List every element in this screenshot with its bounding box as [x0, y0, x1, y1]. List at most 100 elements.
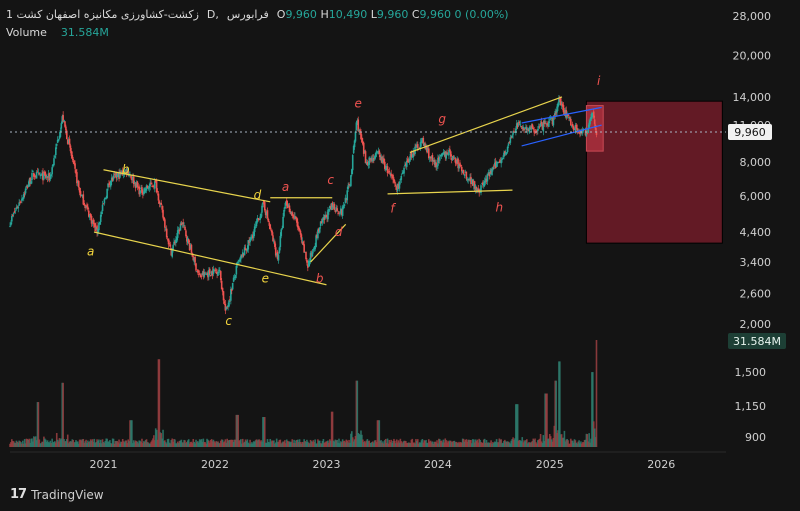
- candle-body: [450, 157, 453, 161]
- candle-body: [403, 167, 405, 174]
- candle-body: [331, 202, 334, 208]
- candle-body: [495, 162, 498, 168]
- volume-bar: [566, 439, 568, 447]
- candle-body: [542, 121, 545, 132]
- wave-label-c: c: [327, 173, 334, 187]
- brand-footer[interactable]: 17 TradingView: [10, 487, 104, 502]
- volume-bar: [13, 442, 16, 447]
- candle-body: [56, 139, 59, 143]
- symbol-title[interactable]: زکشت-کشاورزی مکانیزه اصفهان کشت 1: [6, 8, 199, 21]
- candle-body: [513, 131, 515, 133]
- volume-bar: [528, 442, 531, 447]
- candle-body: [296, 217, 298, 223]
- volume-bar: [570, 440, 573, 447]
- candle-body: [139, 190, 141, 194]
- volume-bar: [525, 440, 527, 447]
- candle-body: [184, 226, 186, 231]
- candle-body: [67, 140, 70, 143]
- volume-bar: [488, 442, 491, 447]
- volume-label[interactable]: Volume: [6, 26, 47, 39]
- volume-bar: [347, 442, 349, 447]
- candle-body: [39, 175, 42, 177]
- high-value: 10,490: [328, 8, 368, 21]
- volume-bar: [119, 443, 121, 447]
- candle-body: [173, 241, 175, 245]
- candle-body: [358, 129, 360, 132]
- candle-body: [48, 173, 51, 181]
- candle-body: [180, 223, 183, 226]
- volume-bar: [209, 440, 212, 447]
- candle-body: [586, 131, 589, 134]
- candle-body: [97, 228, 99, 234]
- volume-bar: [362, 442, 365, 447]
- candle-body: [102, 203, 105, 205]
- volume-bar: [550, 439, 553, 447]
- candle-body: [458, 164, 460, 169]
- volume-bar: [280, 443, 283, 447]
- candle-body: [383, 158, 385, 163]
- candle-body: [138, 186, 141, 195]
- candle-body: [136, 181, 139, 187]
- candle-body: [357, 119, 360, 132]
- volume-bar: [314, 439, 316, 447]
- volume-bar: [240, 439, 242, 447]
- candle-body: [54, 156, 56, 158]
- candle-body: [66, 130, 68, 140]
- volume-bar: [131, 443, 134, 447]
- candle-body: [462, 169, 465, 175]
- trendline: [310, 223, 347, 263]
- volume-bar: [220, 439, 223, 447]
- volume-bar: [535, 442, 537, 447]
- candle-body: [380, 156, 382, 160]
- volume-bar: [327, 440, 329, 447]
- volume-bar: [544, 393, 546, 447]
- volume-bar: [365, 440, 368, 447]
- candle-body: [219, 270, 221, 272]
- volume-bar: [56, 439, 59, 447]
- candle-body: [22, 198, 24, 199]
- candle-body: [112, 175, 115, 180]
- volume-bar: [284, 440, 286, 447]
- candle-body: [313, 248, 316, 250]
- volume-bar: [342, 441, 345, 447]
- volume-bar: [275, 438, 278, 447]
- candle-body: [249, 238, 251, 243]
- candle-body: [263, 200, 265, 204]
- volume-bar: [428, 441, 431, 447]
- volume-bar: [96, 439, 98, 447]
- candle-body: [19, 202, 21, 204]
- interval-tag[interactable]: D,: [206, 8, 219, 21]
- candle-body: [96, 225, 98, 233]
- candle-body: [223, 301, 226, 304]
- y-tick-label: 8,000: [740, 156, 772, 169]
- candle-body: [529, 128, 532, 130]
- volume-bar: [493, 441, 496, 447]
- candle-body: [563, 111, 566, 115]
- candle-body: [101, 204, 104, 212]
- volume-bar: [118, 439, 120, 447]
- volume-bar: [245, 441, 248, 447]
- volume-bar: [180, 439, 183, 447]
- candle-body: [485, 178, 488, 182]
- candle-body: [520, 126, 523, 127]
- candle-body: [397, 183, 400, 189]
- volume-bar: [390, 439, 393, 447]
- volume-bar: [383, 443, 385, 447]
- candle-body: [211, 270, 214, 276]
- candle-body: [47, 173, 50, 178]
- volume-bar: [196, 441, 198, 447]
- candle-body: [500, 159, 502, 164]
- candle-body: [235, 265, 238, 275]
- volume-bar: [221, 439, 224, 447]
- candle-body: [382, 159, 384, 163]
- candle-body: [110, 180, 112, 187]
- volume-bar: [88, 441, 91, 447]
- volume-bar: [32, 441, 34, 447]
- exchange-name: فرابورس: [226, 8, 269, 21]
- candle-body: [437, 157, 439, 166]
- volume-bar: [429, 440, 432, 447]
- candle-body: [168, 243, 171, 244]
- candle-body: [405, 163, 407, 166]
- volume-bar: [554, 380, 557, 447]
